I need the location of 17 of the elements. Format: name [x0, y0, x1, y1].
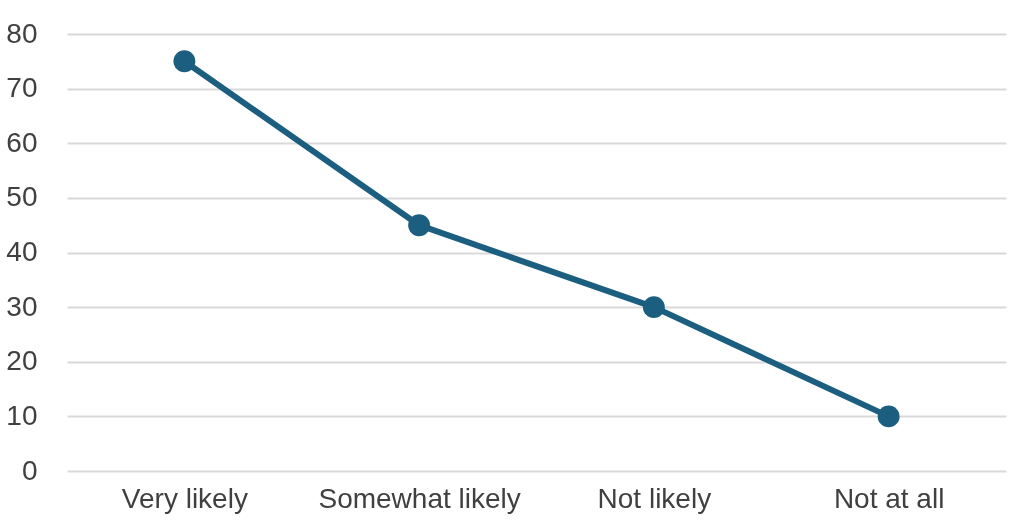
- x-tick-label: Not at all: [833, 482, 945, 514]
- x-tick-label: Somewhat likely: [318, 482, 521, 514]
- y-tick-label: 30: [6, 290, 38, 322]
- y-tick-label: 70: [6, 72, 38, 104]
- y-tick-label: 60: [6, 126, 38, 158]
- point: [173, 50, 196, 73]
- x-tick-label: Very likely: [121, 482, 248, 514]
- y-tick-label: 10: [6, 399, 38, 431]
- point: [877, 405, 900, 428]
- y-tick-label: 40: [6, 236, 38, 267]
- point: [642, 296, 665, 319]
- point: [408, 214, 431, 237]
- y-tick-label: 0: [21, 454, 38, 486]
- y-tick-label: 50: [6, 181, 38, 213]
- y-tick-label: 20: [6, 345, 38, 377]
- y-tick-label: 80: [6, 17, 38, 49]
- x-tick-label: Not likely: [597, 482, 712, 514]
